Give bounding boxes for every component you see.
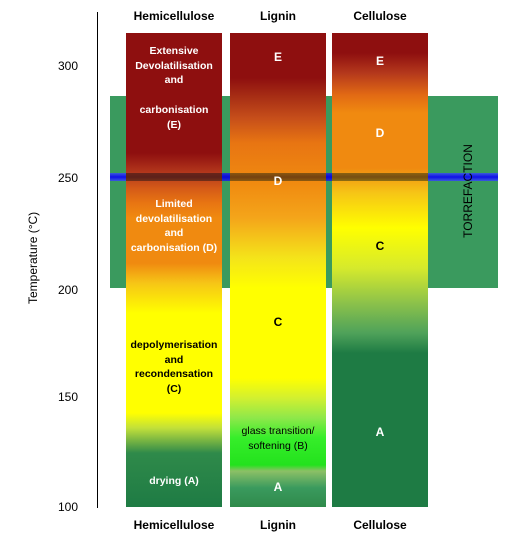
hemi-stage-a-label: drying (A) <box>149 475 199 487</box>
y-tick-150: 150 <box>57 390 78 404</box>
header-lignin: Lignin <box>260 9 296 23</box>
y-axis-line <box>97 12 98 508</box>
lignin-stage-b-label: glass transition/ softening (B) <box>241 425 315 452</box>
lignin-stage-c-label: C <box>273 315 283 329</box>
cellulose-stage-e-label: E <box>375 54 384 68</box>
header-cellulose: Cellulose <box>353 9 407 23</box>
cellulose-stage-c-label: C <box>375 239 385 253</box>
lignin-stage-d-label: D <box>273 174 283 188</box>
torrefaction-label: TORREFACTION <box>461 144 475 238</box>
column-cellulose <box>332 33 428 507</box>
lignin-stage-a-label: A <box>273 480 283 494</box>
y-tick-300: 300 <box>57 59 78 73</box>
hemi-stage-c-label: depolymerisation and recondensation (C) <box>130 339 218 395</box>
footer-lignin: Lignin <box>260 518 296 532</box>
footer-cellulose: Cellulose <box>353 518 407 532</box>
y-tick-100: 100 <box>57 500 78 514</box>
column-hemicellulose <box>126 33 222 507</box>
y-tick-200: 200 <box>57 283 78 297</box>
hemi-stage-e-label-1: Extensive Devolatilisation and <box>135 45 213 86</box>
header-hemicellulose: Hemicellulose <box>133 9 215 23</box>
y-tick-250: 250 <box>57 171 78 185</box>
torrefaction-marker-over-columns <box>126 173 428 181</box>
hemi-stage-d-label: Limited devolatilisation and carbonisati… <box>130 198 218 254</box>
lignin-stage-e-label: E <box>273 50 282 64</box>
hemi-stage-e-label-2: carbonisation (E) <box>139 104 209 131</box>
column-lignin <box>230 33 326 507</box>
cellulose-stage-a-label: A <box>375 425 385 439</box>
cellulose-stage-d-label: D <box>375 126 385 140</box>
footer-hemicellulose: Hemicellulose <box>133 518 215 532</box>
